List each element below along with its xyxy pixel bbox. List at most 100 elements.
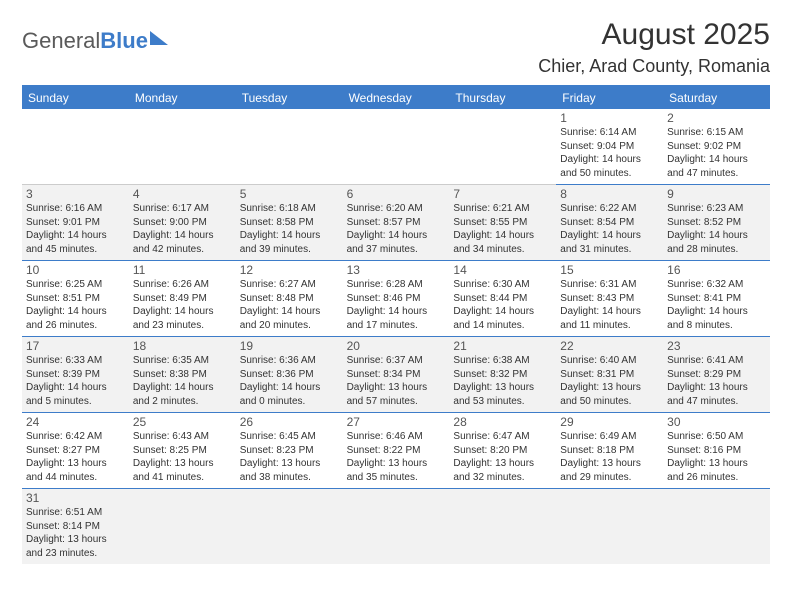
- daylight-line: Daylight: 14 hours and 31 minutes.: [560, 229, 659, 256]
- sunrise-line: Sunrise: 6:51 AM: [26, 506, 125, 520]
- daylight-line: Daylight: 13 hours and 29 minutes.: [560, 457, 659, 484]
- daylight-line: Daylight: 14 hours and 34 minutes.: [453, 229, 552, 256]
- day-info: Sunrise: 6:36 AMSunset: 8:36 PMDaylight:…: [240, 354, 339, 408]
- sunset-line: Sunset: 8:36 PM: [240, 368, 339, 382]
- day-cell: 31Sunrise: 6:51 AMSunset: 8:14 PMDayligh…: [22, 489, 129, 564]
- day-info: Sunrise: 6:23 AMSunset: 8:52 PMDaylight:…: [667, 202, 766, 256]
- day-cell: 28Sunrise: 6:47 AMSunset: 8:20 PMDayligh…: [449, 413, 556, 489]
- day-number: 5: [240, 187, 339, 201]
- day-cell: 26Sunrise: 6:45 AMSunset: 8:23 PMDayligh…: [236, 413, 343, 489]
- sunrise-line: Sunrise: 6:23 AM: [667, 202, 766, 216]
- day-info: Sunrise: 6:38 AMSunset: 8:32 PMDaylight:…: [453, 354, 552, 408]
- empty-cell: [449, 109, 556, 185]
- day-info: Sunrise: 6:15 AMSunset: 9:02 PMDaylight:…: [667, 126, 766, 180]
- day-number: 14: [453, 263, 552, 277]
- weekday-sat: Saturday: [663, 87, 770, 109]
- day-info: Sunrise: 6:32 AMSunset: 8:41 PMDaylight:…: [667, 278, 766, 332]
- sunrise-line: Sunrise: 6:31 AM: [560, 278, 659, 292]
- day-cell: 25Sunrise: 6:43 AMSunset: 8:25 PMDayligh…: [129, 413, 236, 489]
- day-number: 17: [26, 339, 125, 353]
- sunrise-line: Sunrise: 6:30 AM: [453, 278, 552, 292]
- daylight-line: Daylight: 13 hours and 41 minutes.: [133, 457, 232, 484]
- sunrise-line: Sunrise: 6:18 AM: [240, 202, 339, 216]
- sunrise-line: Sunrise: 6:43 AM: [133, 430, 232, 444]
- day-info: Sunrise: 6:27 AMSunset: 8:48 PMDaylight:…: [240, 278, 339, 332]
- day-number: 23: [667, 339, 766, 353]
- sunrise-line: Sunrise: 6:21 AM: [453, 202, 552, 216]
- brand-name: General: [22, 28, 100, 53]
- day-cell: 23Sunrise: 6:41 AMSunset: 8:29 PMDayligh…: [663, 337, 770, 413]
- page-title: August 2025: [538, 18, 770, 52]
- sunset-line: Sunset: 8:23 PM: [240, 444, 339, 458]
- day-number: 7: [453, 187, 552, 201]
- sunrise-line: Sunrise: 6:49 AM: [560, 430, 659, 444]
- day-info: Sunrise: 6:22 AMSunset: 8:54 PMDaylight:…: [560, 202, 659, 256]
- daylight-line: Daylight: 13 hours and 32 minutes.: [453, 457, 552, 484]
- day-info: Sunrise: 6:47 AMSunset: 8:20 PMDaylight:…: [453, 430, 552, 484]
- empty-cell: [556, 489, 663, 564]
- day-number: 6: [347, 187, 446, 201]
- day-cell: 17Sunrise: 6:33 AMSunset: 8:39 PMDayligh…: [22, 337, 129, 413]
- sunrise-line: Sunrise: 6:15 AM: [667, 126, 766, 140]
- day-cell: 5Sunrise: 6:18 AMSunset: 8:58 PMDaylight…: [236, 185, 343, 261]
- sunset-line: Sunset: 9:04 PM: [560, 140, 659, 154]
- day-info: Sunrise: 6:20 AMSunset: 8:57 PMDaylight:…: [347, 202, 446, 256]
- sunset-line: Sunset: 8:38 PM: [133, 368, 232, 382]
- sunrise-line: Sunrise: 6:50 AM: [667, 430, 766, 444]
- sunrise-line: Sunrise: 6:42 AM: [26, 430, 125, 444]
- sunset-line: Sunset: 8:22 PM: [347, 444, 446, 458]
- daylight-line: Daylight: 13 hours and 26 minutes.: [667, 457, 766, 484]
- sunrise-line: Sunrise: 6:27 AM: [240, 278, 339, 292]
- sunrise-line: Sunrise: 6:14 AM: [560, 126, 659, 140]
- sunrise-line: Sunrise: 6:33 AM: [26, 354, 125, 368]
- day-cell: 7Sunrise: 6:21 AMSunset: 8:55 PMDaylight…: [449, 185, 556, 261]
- weekday-thu: Thursday: [449, 87, 556, 109]
- day-info: Sunrise: 6:42 AMSunset: 8:27 PMDaylight:…: [26, 430, 125, 484]
- sunset-line: Sunset: 8:31 PM: [560, 368, 659, 382]
- week-row: 24Sunrise: 6:42 AMSunset: 8:27 PMDayligh…: [22, 413, 770, 489]
- day-info: Sunrise: 6:14 AMSunset: 9:04 PMDaylight:…: [560, 126, 659, 180]
- day-info: Sunrise: 6:41 AMSunset: 8:29 PMDaylight:…: [667, 354, 766, 408]
- day-info: Sunrise: 6:45 AMSunset: 8:23 PMDaylight:…: [240, 430, 339, 484]
- day-info: Sunrise: 6:26 AMSunset: 8:49 PMDaylight:…: [133, 278, 232, 332]
- flag-icon: [150, 31, 168, 45]
- daylight-line: Daylight: 14 hours and 23 minutes.: [133, 305, 232, 332]
- sunset-line: Sunset: 8:43 PM: [560, 292, 659, 306]
- daylight-line: Daylight: 14 hours and 42 minutes.: [133, 229, 232, 256]
- sunset-line: Sunset: 8:29 PM: [667, 368, 766, 382]
- day-number: 18: [133, 339, 232, 353]
- day-cell: 9Sunrise: 6:23 AMSunset: 8:52 PMDaylight…: [663, 185, 770, 261]
- daylight-line: Daylight: 13 hours and 50 minutes.: [560, 381, 659, 408]
- sunset-line: Sunset: 9:00 PM: [133, 216, 232, 230]
- day-number: 9: [667, 187, 766, 201]
- sunset-line: Sunset: 9:01 PM: [26, 216, 125, 230]
- day-info: Sunrise: 6:31 AMSunset: 8:43 PMDaylight:…: [560, 278, 659, 332]
- empty-cell: [129, 109, 236, 185]
- day-cell: 3Sunrise: 6:16 AMSunset: 9:01 PMDaylight…: [22, 185, 129, 261]
- day-info: Sunrise: 6:21 AMSunset: 8:55 PMDaylight:…: [453, 202, 552, 256]
- brand-accent: Blue: [100, 28, 148, 53]
- day-cell: 14Sunrise: 6:30 AMSunset: 8:44 PMDayligh…: [449, 261, 556, 337]
- day-cell: 18Sunrise: 6:35 AMSunset: 8:38 PMDayligh…: [129, 337, 236, 413]
- daylight-line: Daylight: 13 hours and 44 minutes.: [26, 457, 125, 484]
- daylight-line: Daylight: 14 hours and 11 minutes.: [560, 305, 659, 332]
- daylight-line: Daylight: 14 hours and 50 minutes.: [560, 153, 659, 180]
- sunrise-line: Sunrise: 6:17 AM: [133, 202, 232, 216]
- day-number: 21: [453, 339, 552, 353]
- brand-logo: GeneralBlue: [22, 28, 168, 54]
- day-number: 25: [133, 415, 232, 429]
- day-cell: 11Sunrise: 6:26 AMSunset: 8:49 PMDayligh…: [129, 261, 236, 337]
- day-cell: 1Sunrise: 6:14 AMSunset: 9:04 PMDaylight…: [556, 109, 663, 185]
- empty-cell: [129, 489, 236, 564]
- daylight-line: Daylight: 14 hours and 14 minutes.: [453, 305, 552, 332]
- day-number: 31: [26, 491, 125, 505]
- day-number: 12: [240, 263, 339, 277]
- day-number: 16: [667, 263, 766, 277]
- day-cell: 16Sunrise: 6:32 AMSunset: 8:41 PMDayligh…: [663, 261, 770, 337]
- day-info: Sunrise: 6:17 AMSunset: 9:00 PMDaylight:…: [133, 202, 232, 256]
- weekday-mon: Monday: [129, 87, 236, 109]
- day-info: Sunrise: 6:43 AMSunset: 8:25 PMDaylight:…: [133, 430, 232, 484]
- week-row: 1Sunrise: 6:14 AMSunset: 9:04 PMDaylight…: [22, 109, 770, 185]
- day-info: Sunrise: 6:46 AMSunset: 8:22 PMDaylight:…: [347, 430, 446, 484]
- sunset-line: Sunset: 8:41 PM: [667, 292, 766, 306]
